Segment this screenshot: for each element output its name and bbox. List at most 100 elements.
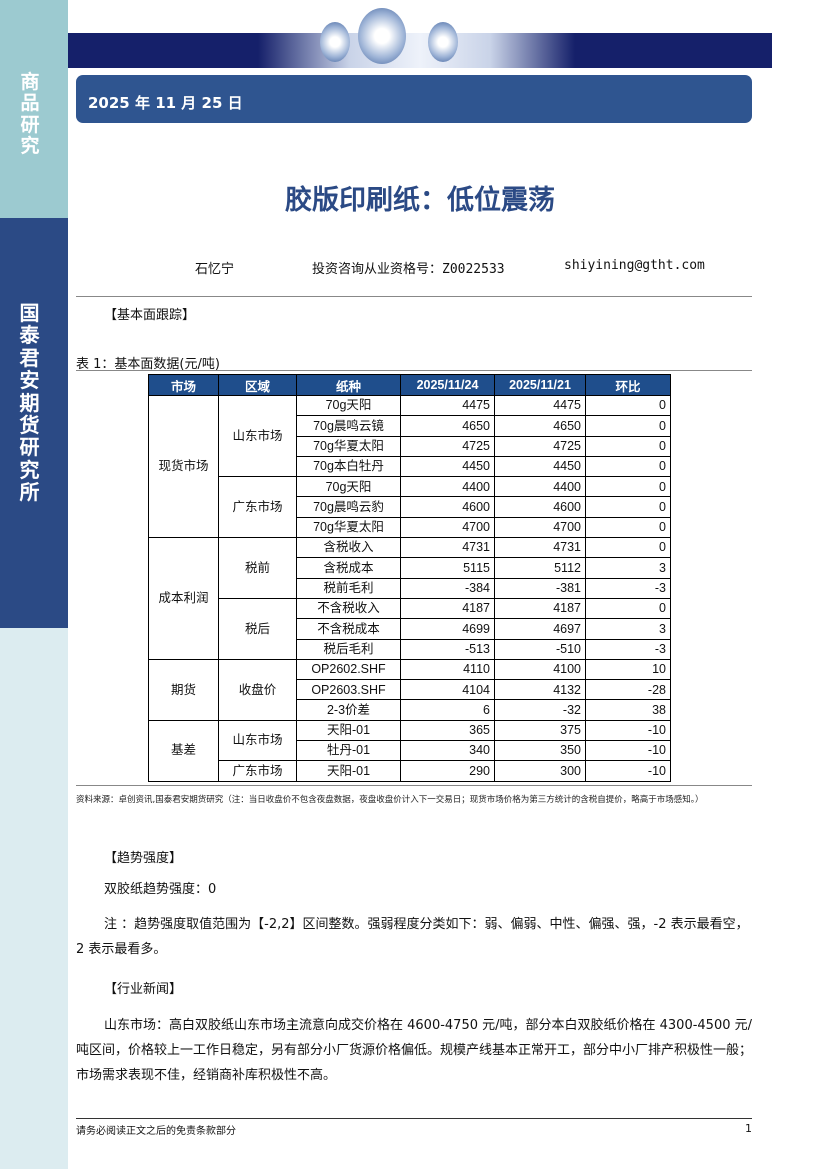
table-row: 期货 收盘价 OP2602.SHF 4110 4100 10 <box>148 658 671 721</box>
value-cell: 365 <box>400 719 495 742</box>
value-cell: 4697 <box>494 618 586 640</box>
item-cell: 70g华夏太阳 <box>296 516 401 539</box>
section-news: 【行业新闻】 <box>104 982 183 997</box>
value-cell: 375 <box>494 719 586 742</box>
header-banner <box>68 33 772 68</box>
table-row: 基差 山东市场 天阳-01 365 375 -10 <box>148 719 671 782</box>
value-cell: 4100 <box>494 658 586 681</box>
value-cell: 4104 <box>400 679 495 701</box>
section-trend: 【趋势强度】 <box>104 851 183 866</box>
value-cell: 0 <box>585 415 671 437</box>
value-cell: -513 <box>400 638 495 660</box>
value-cell: 340 <box>400 740 495 762</box>
diamond-logo-icon <box>358 8 406 64</box>
diamond-logo-icon <box>428 22 458 62</box>
item-cell: 2-3价差 <box>296 699 401 721</box>
diamond-logo-icon <box>320 22 350 62</box>
item-cell: 70g天阳 <box>296 394 401 417</box>
value-cell: 4699 <box>400 618 495 640</box>
author-qualification: 投资咨询从业资格号：Z0022533 <box>312 262 505 277</box>
value-cell: -10 <box>585 740 671 762</box>
table-row: 70g华夏太阳 4700 4700 0 <box>149 516 671 539</box>
value-cell: 4731 <box>400 537 495 559</box>
value-cell: 4650 <box>400 415 495 437</box>
item-cell: 70g晨鸣云豹 <box>296 496 401 518</box>
column-header: 市场 <box>148 374 219 396</box>
item-cell: OP2602.SHF <box>296 658 401 681</box>
value-cell: -32 <box>494 699 586 721</box>
value-cell: 4725 <box>400 435 495 457</box>
value-cell: 4400 <box>400 476 495 498</box>
value-cell: -10 <box>585 719 671 742</box>
item-cell: 70g华夏太阳 <box>296 435 401 457</box>
value-cell: 4725 <box>494 435 586 457</box>
value-cell: 4132 <box>494 679 586 701</box>
item-cell: 含税收入 <box>296 537 401 559</box>
author-email[interactable]: shiyining@gtht.com <box>564 258 705 273</box>
region-cell: 收盘价 <box>218 658 297 721</box>
column-header: 区域 <box>218 374 297 396</box>
sidebar-org-label: 国泰君安期货研究所 <box>19 301 40 505</box>
value-cell: 350 <box>494 740 586 762</box>
news-paragraph: 山东市场：高白双胶纸山东市场主流意向成交价格在 4600-4750 元/吨，部分… <box>76 1018 753 1083</box>
date-bar: 2025 年 11 月 25 日 <box>76 75 752 123</box>
item-cell: 天阳-01 <box>296 719 401 742</box>
value-cell: -381 <box>494 577 586 599</box>
table-row: 含税成本 5115 5112 3 <box>149 557 671 579</box>
value-cell: 4600 <box>400 496 495 518</box>
value-cell: 0 <box>585 537 671 559</box>
column-header: 2025/11/21 <box>494 374 586 396</box>
table-row: 70g晨鸣云镜 4650 4650 0 <box>149 415 671 437</box>
value-cell: 3 <box>585 618 671 640</box>
value-cell: 5115 <box>400 557 495 579</box>
divider <box>76 785 752 786</box>
value-cell: 6 <box>400 699 495 721</box>
table-row: 成本利润 税前 含税收入 4731 4731 0 <box>148 537 671 660</box>
market-cell: 成本利润 <box>148 537 219 660</box>
value-cell: -3 <box>585 638 671 660</box>
value-cell: 0 <box>585 435 671 457</box>
sidebar-mid <box>0 218 68 628</box>
sidebar-top <box>0 0 68 218</box>
value-cell: -3 <box>585 577 671 599</box>
section-fundamentals: 【基本面跟踪】 <box>104 308 196 323</box>
value-cell: 4700 <box>400 516 495 539</box>
value-cell: 5112 <box>494 557 586 579</box>
value-cell: 0 <box>585 455 671 478</box>
column-header: 环比 <box>585 374 671 396</box>
table-row: 牡丹-01 340 350 -10 <box>149 740 671 762</box>
author-name: 石忆宁 <box>195 262 235 277</box>
trend-note: 注 ：趋势强度取值范围为【-2,2】区间整数。强弱程度分类如下：弱、偏弱、中性、… <box>76 917 749 957</box>
value-cell: 4600 <box>494 496 586 518</box>
footer-divider <box>76 1118 752 1119</box>
table-row: 广东市场 70g天阳 4400 4400 0 <box>149 476 671 539</box>
column-header: 2025/11/24 <box>400 374 495 396</box>
value-cell: 38 <box>585 699 671 721</box>
value-cell: 0 <box>585 516 671 539</box>
value-cell: 4475 <box>494 394 586 417</box>
value-cell: 4450 <box>494 455 586 478</box>
market-cell: 基差 <box>148 719 219 782</box>
page-number: 1 <box>745 1122 752 1135</box>
item-cell: 70g本白牡丹 <box>296 455 401 478</box>
sidebar-top-label: 商品研究 <box>20 71 40 157</box>
table-row: 70g本白牡丹 4450 4450 0 <box>149 455 671 478</box>
table-source-note: 资料来源：卓创资讯,国泰君安期货研究（注：当日收盘价不包含夜盘数据，夜盘收盘价计… <box>76 795 704 805</box>
item-cell: 不含税收入 <box>296 597 401 620</box>
item-cell: 含税成本 <box>296 557 401 579</box>
region-cell: 广东市场 <box>218 476 297 539</box>
item-cell: 税后毛利 <box>296 638 401 660</box>
region-cell: 广东市场 <box>218 760 297 782</box>
value-cell: 300 <box>494 760 586 782</box>
divider <box>76 370 752 371</box>
region-cell: 山东市场 <box>218 719 297 762</box>
table-row: 税后 不含税收入 4187 4187 0 <box>149 597 671 660</box>
value-cell: -28 <box>585 679 671 701</box>
value-cell: 4650 <box>494 415 586 437</box>
item-cell: 70g天阳 <box>296 476 401 498</box>
value-cell: 0 <box>585 394 671 417</box>
page-title: 胶版印刷纸：低位震荡 <box>285 185 555 216</box>
footer-disclaimer[interactable]: 请务必阅读正文之后的免责条款部分 <box>76 1126 236 1137</box>
sidebar-bottom <box>0 628 68 1169</box>
value-cell: 4187 <box>400 597 495 620</box>
